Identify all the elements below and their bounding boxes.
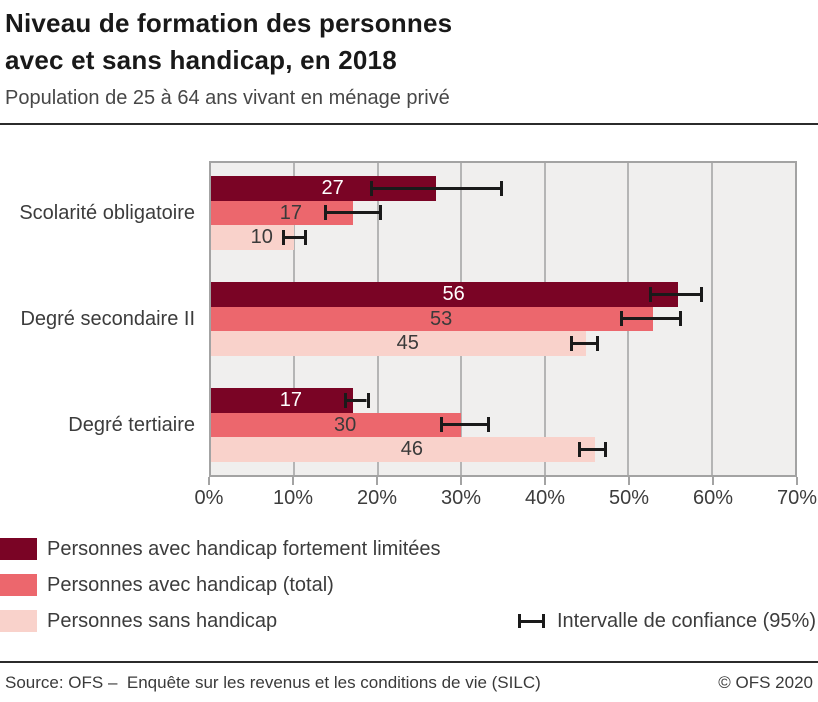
x-axis-tick bbox=[544, 477, 546, 485]
bar bbox=[211, 412, 462, 437]
x-axis-tick-label: 0% bbox=[194, 487, 224, 509]
bar-value-label: 17 bbox=[279, 201, 303, 224]
bar-value-label: 46 bbox=[400, 438, 423, 460]
bar-value-label: 27 bbox=[321, 177, 344, 199]
chart-title-line1: Niveau de formation des personnes bbox=[5, 8, 453, 38]
error-bar bbox=[619, 311, 683, 327]
bar-value-label: 45 bbox=[396, 332, 419, 354]
legend-label: Personnes sans handicap bbox=[47, 609, 278, 632]
x-axis-tick-label: 20% bbox=[356, 487, 398, 509]
bar-value-label: 56 bbox=[442, 283, 465, 305]
bar bbox=[211, 282, 679, 307]
x-axis-tick bbox=[712, 477, 714, 485]
category-label: Scolarité obligatoire bbox=[19, 201, 195, 224]
error-bar bbox=[440, 417, 491, 433]
bar-value-label: 53 bbox=[429, 307, 453, 330]
error-bar bbox=[323, 205, 383, 221]
bar bbox=[211, 306, 654, 331]
chart-title-line2: avec et sans handicap, en 2018 bbox=[5, 45, 397, 75]
legend-swatch-handicap-total-icon bbox=[0, 574, 37, 596]
footer-divider bbox=[0, 661, 818, 663]
error-bar bbox=[578, 441, 608, 457]
x-axis-tick bbox=[292, 477, 294, 485]
x-axis-tick-label: 10% bbox=[272, 487, 314, 509]
legend-label: Personnes avec handicap (total) bbox=[47, 573, 334, 596]
x-axis-tick bbox=[796, 477, 798, 485]
legend-item-strong-limitation: Personnes avec handicap fortement limité… bbox=[0, 538, 441, 560]
bar bbox=[211, 225, 295, 250]
error-bar bbox=[649, 286, 704, 302]
ci-legend-item: Intervalle de confiance (95%) bbox=[517, 609, 816, 632]
x-axis-tick-label: 30% bbox=[440, 487, 482, 509]
category-label: Degré tertiaire bbox=[68, 413, 195, 436]
footer: Source: OFS – Enquête sur les revenus et… bbox=[5, 673, 813, 693]
bar bbox=[211, 331, 587, 356]
chart-subtitle: Population de 25 à 64 ans vivant en ména… bbox=[5, 87, 450, 109]
legend-item-handicap-total: Personnes avec handicap (total) bbox=[0, 574, 334, 596]
bar-value-label: 17 bbox=[279, 389, 303, 411]
source-text: Source: OFS – Enquête sur les revenus et… bbox=[5, 673, 541, 692]
gridline bbox=[710, 163, 713, 475]
header-divider bbox=[0, 123, 818, 125]
error-bar-icon bbox=[517, 614, 545, 628]
category-label: Degré secondaire II bbox=[20, 307, 195, 330]
legend-swatch-sans-handicap-icon bbox=[0, 610, 37, 632]
x-axis-tick-label: 60% bbox=[692, 487, 734, 509]
ci-legend-label: Intervalle de confiance (95%) bbox=[556, 609, 816, 632]
plot-area: 27 17 10 56 53 45 17 30 46 bbox=[209, 161, 797, 477]
error-bar bbox=[369, 180, 503, 196]
legend-label: Personnes avec handicap fortement limité… bbox=[47, 537, 441, 560]
bar-value-label: 10 bbox=[250, 226, 273, 248]
error-bar bbox=[569, 335, 599, 351]
x-axis-tick-label: 50% bbox=[608, 487, 650, 509]
x-axis: 0% 10% 20% 30% 40% 50% 60% 70% bbox=[195, 477, 817, 521]
x-axis-tick bbox=[460, 477, 462, 485]
x-axis-tick-label: 40% bbox=[524, 487, 566, 509]
error-bar bbox=[281, 229, 307, 245]
chart-title: Niveau de formation des personnes avec e… bbox=[5, 5, 452, 79]
x-axis-tick bbox=[628, 477, 630, 485]
x-axis-tick bbox=[208, 477, 210, 485]
legend-item-sans-handicap: Personnes sans handicap bbox=[0, 610, 277, 632]
bar-value-label: 30 bbox=[334, 413, 357, 436]
bar bbox=[211, 388, 353, 413]
error-bar bbox=[344, 392, 370, 408]
copyright-text: © OFS 2020 bbox=[718, 673, 813, 692]
legend-swatch-strong-limitation-icon bbox=[0, 538, 37, 560]
bar bbox=[211, 437, 595, 462]
x-axis-tick-label: 70% bbox=[776, 487, 818, 509]
x-axis-tick bbox=[376, 477, 378, 485]
